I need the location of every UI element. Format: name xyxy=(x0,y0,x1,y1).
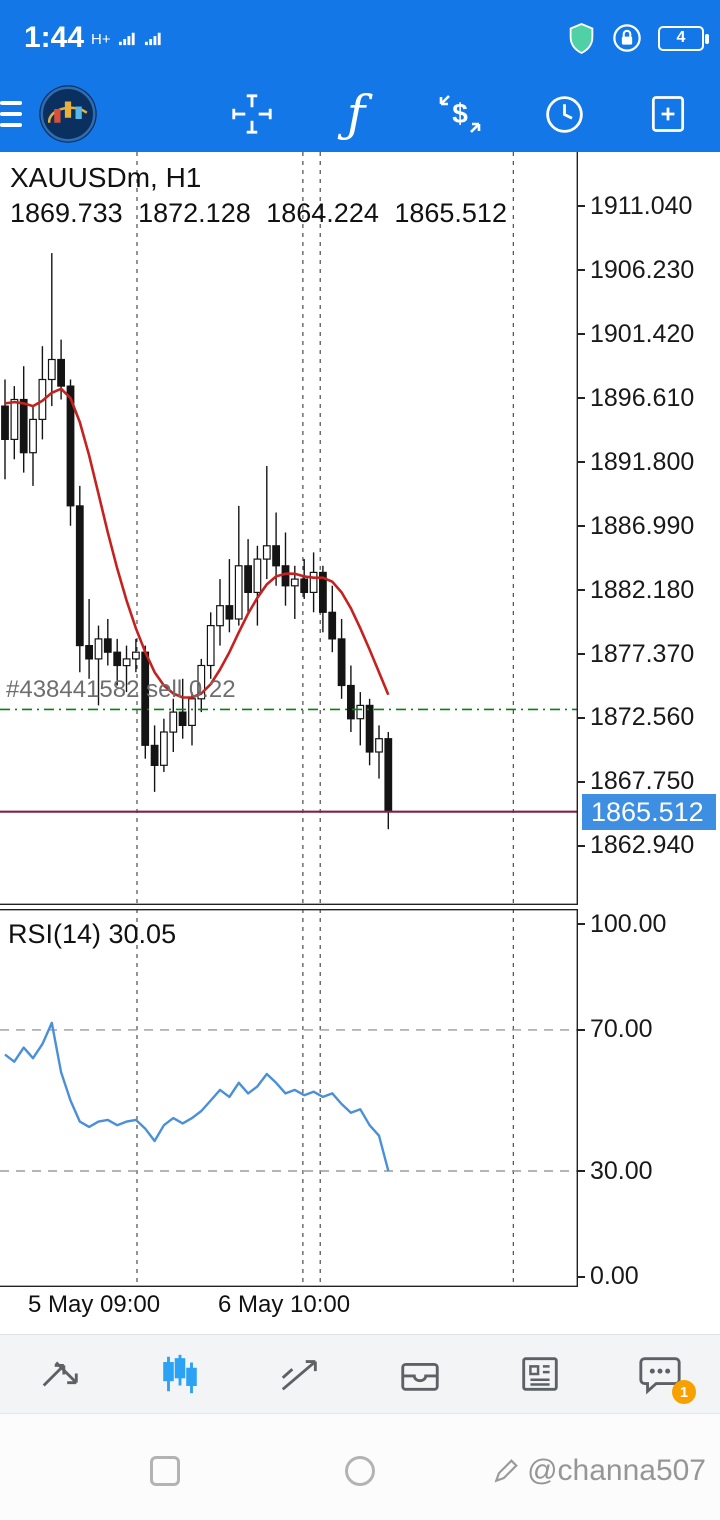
watermark: @channa507 xyxy=(493,1454,706,1488)
clock-text: 1:44 xyxy=(24,21,85,54)
recents-button[interactable] xyxy=(150,1456,180,1486)
rsi-chart[interactable] xyxy=(0,909,578,1287)
time-label-2: 6 May 10:00 xyxy=(218,1291,351,1318)
candles-icon xyxy=(163,1354,197,1394)
price-axis-label: 1877.370 xyxy=(578,639,694,669)
price-axis-label: 1906.230 xyxy=(578,255,694,285)
new-chart-button[interactable] xyxy=(616,78,720,150)
mt-logo-icon xyxy=(39,85,97,143)
price-axis-label: 1872.560 xyxy=(578,703,694,733)
indicators-button[interactable]: ƒ xyxy=(304,78,408,150)
history-button[interactable] xyxy=(512,78,616,150)
rsi-panel[interactable]: RSI(14) 30.05 100.00 70.00 30.00 0.00 xyxy=(0,909,720,1290)
symbol-label: XAUUSDm, H1 xyxy=(10,162,202,193)
function-icon: ƒ xyxy=(346,85,366,143)
rsi-axis-label: 70.00 xyxy=(578,1015,653,1045)
dollar-arrows-icon: $ xyxy=(439,95,481,133)
position-label: #438441582 sell 0.22 xyxy=(6,676,236,703)
chat-icon xyxy=(639,1357,681,1395)
objects-tab[interactable] xyxy=(240,1334,360,1414)
status-bar: 1:44 H+ 4 xyxy=(0,0,720,76)
price-chart-panel[interactable]: XAUUSDm, H1 1869.733 1872.128 1864.224 1… xyxy=(0,152,720,906)
rsi-axis-label: 0.00 xyxy=(578,1262,639,1292)
crosshair-button[interactable] xyxy=(200,78,304,150)
clock-icon xyxy=(545,95,583,133)
price-axis-label: 1862.940 xyxy=(578,831,694,861)
signal-strength2-icon xyxy=(144,32,161,46)
current-price-tag: 1865.512 xyxy=(582,793,716,830)
price-axis-label: 1867.750 xyxy=(578,767,694,797)
battery-level: 4 xyxy=(676,29,686,46)
price-axis-label: 1911.040 xyxy=(578,191,692,221)
top-toolbar: ƒ $ xyxy=(0,76,720,152)
crosshair-icon xyxy=(232,94,272,134)
unread-badge: 1 xyxy=(672,1380,696,1404)
bottom-toolbar: 1 xyxy=(0,1334,720,1414)
time-label-1: 5 May 09:00 xyxy=(28,1291,161,1318)
home-button[interactable] xyxy=(345,1456,375,1486)
price-axis-label: 1891.800 xyxy=(578,447,694,477)
messages-tab[interactable]: 1 xyxy=(600,1334,720,1414)
network-type-label: H+ xyxy=(91,31,111,48)
rsi-label: RSI(14) 30.05 xyxy=(8,919,177,949)
news-tab[interactable] xyxy=(480,1334,600,1414)
new-order-button[interactable]: $ xyxy=(408,78,512,150)
trend-line-icon xyxy=(281,1360,317,1391)
ohlc-values: 1869.733 1872.128 1864.224 1865.512 xyxy=(10,198,507,228)
signal-strength-icon xyxy=(118,32,135,46)
svg-text:$: $ xyxy=(452,98,468,129)
trade-tab[interactable] xyxy=(360,1334,480,1414)
security-shield-icon xyxy=(569,22,594,54)
time-axis: 5 May 09:00 6 May 10:00 xyxy=(0,1291,720,1327)
price-axis-label: 1882.180 xyxy=(578,575,694,605)
quotes-arrows-icon xyxy=(42,1361,78,1387)
news-icon xyxy=(522,1357,558,1391)
price-axis-label: 1886.990 xyxy=(578,511,694,541)
charts-tab[interactable] xyxy=(120,1334,240,1414)
price-axis-label: 1896.610 xyxy=(578,383,694,413)
price-axis: 1911.040 1906.230 1901.420 1896.610 1891.800… xyxy=(578,152,720,905)
rsi-axis-label: 30.00 xyxy=(578,1156,653,1186)
trade-tray-icon xyxy=(401,1362,439,1391)
android-nav-bar: @channa507 xyxy=(0,1414,720,1520)
add-chart-icon xyxy=(651,96,685,132)
rsi-axis: 100.00 70.00 30.00 0.00 xyxy=(578,909,720,1290)
app-logo-button[interactable] xyxy=(38,84,98,144)
candlestick-chart[interactable] xyxy=(0,152,578,905)
watermark-text: @channa507 xyxy=(527,1454,706,1487)
menu-button[interactable] xyxy=(0,92,26,136)
price-axis-label: 1901.420 xyxy=(578,319,694,349)
pen-icon xyxy=(494,1459,518,1483)
quotes-tab[interactable] xyxy=(0,1334,120,1414)
battery-icon: 4 xyxy=(658,25,709,51)
screen-lock-icon xyxy=(613,24,641,52)
rsi-axis-label: 100.00 xyxy=(578,909,666,939)
